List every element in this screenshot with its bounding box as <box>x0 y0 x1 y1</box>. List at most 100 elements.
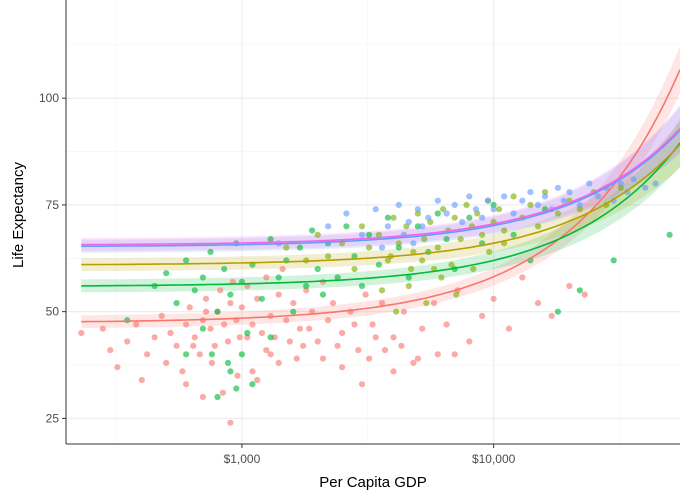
data-point <box>358 223 366 230</box>
data-point <box>309 227 316 234</box>
data-point <box>566 189 573 196</box>
data-point <box>208 351 215 358</box>
data-point <box>375 231 382 238</box>
data-point <box>384 223 391 230</box>
data-point <box>227 300 234 307</box>
data-point <box>453 291 460 298</box>
data-point <box>358 381 366 388</box>
data-point <box>372 206 379 213</box>
data-point <box>355 347 362 354</box>
data-point <box>183 351 190 358</box>
data-point <box>484 197 492 204</box>
data-point <box>451 214 458 221</box>
data-point <box>167 329 174 337</box>
data-point <box>234 372 241 379</box>
data-point <box>221 265 228 273</box>
data-point <box>199 393 206 401</box>
data-point <box>595 193 602 200</box>
data-point <box>410 248 417 255</box>
data-point <box>505 325 512 332</box>
data-point <box>283 317 290 324</box>
data-point <box>325 253 332 260</box>
data-point <box>238 304 245 311</box>
data-point <box>534 201 542 208</box>
data-point <box>425 214 432 221</box>
data-point <box>351 253 358 260</box>
data-point <box>186 304 193 311</box>
data-point <box>249 321 256 328</box>
data-point <box>666 231 673 238</box>
data-point <box>566 282 573 290</box>
data-point <box>254 295 261 302</box>
confidence-band <box>81 106 680 253</box>
data-point <box>124 338 131 345</box>
data-point <box>378 244 386 251</box>
y-tick-label: 50 <box>46 305 60 319</box>
data-point <box>495 206 503 213</box>
data-point <box>290 300 297 307</box>
data-point <box>254 376 261 384</box>
data-point <box>244 329 251 337</box>
data-point <box>334 342 341 349</box>
data-point <box>208 359 215 366</box>
fit-line <box>81 69 680 323</box>
data-point <box>290 308 297 315</box>
data-point <box>384 214 391 221</box>
data-point <box>431 300 438 307</box>
data-point <box>314 265 321 273</box>
data-point <box>372 334 379 341</box>
data-point <box>339 364 346 371</box>
data-point <box>221 321 228 328</box>
data-point <box>501 227 508 234</box>
data-point <box>554 308 562 315</box>
data-point <box>438 274 445 281</box>
data-point <box>351 321 358 328</box>
data-point <box>300 342 307 349</box>
data-point <box>440 206 447 213</box>
x-tick-label: $10,000 <box>472 452 516 466</box>
data-point <box>400 308 407 315</box>
data-point <box>527 189 534 196</box>
data-point <box>191 287 198 294</box>
data-point <box>275 274 282 281</box>
data-point <box>451 351 458 358</box>
data-point <box>652 180 659 187</box>
plot-panel <box>66 0 680 444</box>
data-point <box>378 287 386 294</box>
data-point <box>419 223 426 230</box>
data-point <box>576 206 583 213</box>
data-point <box>306 325 313 332</box>
data-point <box>107 347 114 354</box>
data-point <box>527 201 534 208</box>
data-point <box>207 325 214 332</box>
x-tick-label: $1,000 <box>224 452 261 466</box>
data-point <box>183 321 190 328</box>
data-point <box>199 325 206 332</box>
data-point <box>414 223 421 230</box>
data-point <box>414 355 421 362</box>
data-point <box>249 381 256 388</box>
data-point <box>151 334 158 341</box>
data-point <box>183 257 190 264</box>
data-point <box>408 265 415 273</box>
data-point <box>642 184 649 191</box>
data-point <box>434 351 441 358</box>
data-point <box>510 210 517 217</box>
data-point <box>581 291 588 298</box>
data-point <box>173 300 180 307</box>
data-point <box>393 308 400 315</box>
data-point <box>207 248 214 255</box>
data-point <box>114 364 121 371</box>
data-point <box>219 389 226 396</box>
fit-line <box>81 143 680 266</box>
data-point <box>576 201 583 208</box>
data-point <box>630 176 637 183</box>
data-point <box>414 210 421 217</box>
data-point <box>501 193 508 200</box>
data-point <box>390 368 397 375</box>
y-tick-label: 100 <box>39 91 59 105</box>
data-point <box>283 244 290 251</box>
data-point <box>434 210 441 217</box>
data-point <box>375 261 382 268</box>
